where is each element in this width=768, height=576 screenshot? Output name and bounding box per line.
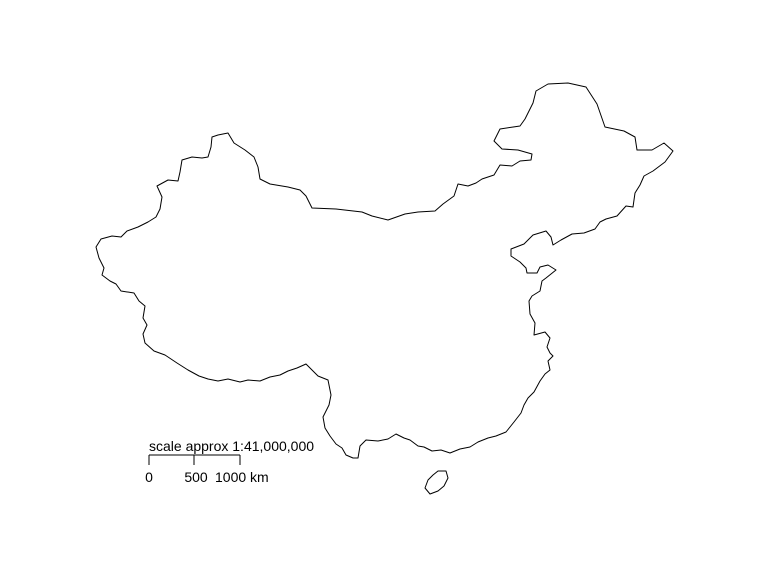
scalebar-label-0: 0 [145, 469, 153, 485]
island-outline [424, 470, 449, 495]
mainland-outline [95, 82, 674, 459]
scalebar [148, 454, 241, 465]
scalebar-label-500: 500 [184, 469, 208, 485]
scalebar-caption: scale approx 1:41,000,000 [149, 438, 314, 454]
scalebar-label-1000: 1000 km [215, 469, 269, 485]
